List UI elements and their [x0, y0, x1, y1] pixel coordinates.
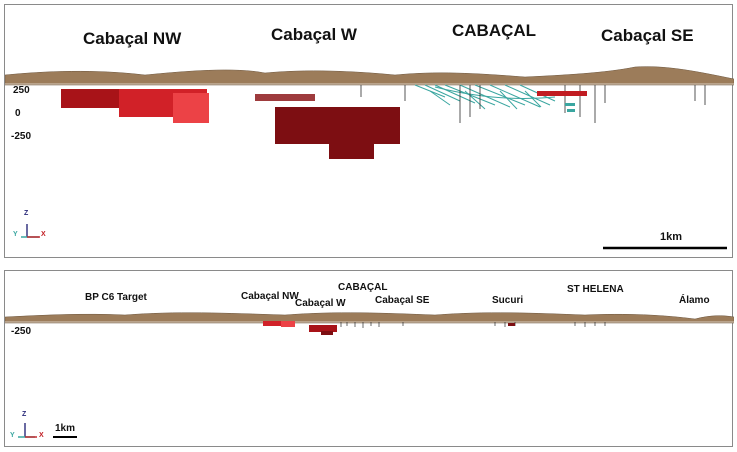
ore-body-w-bottom-lower: [321, 331, 333, 335]
ore-body-cabacal-teal-2: [567, 109, 575, 112]
axis-x-label-bottom: X: [39, 432, 44, 439]
ore-body-w-bottom: [309, 325, 337, 332]
ore-body-nw-bottom-bright: [281, 321, 295, 327]
label-st-helena: ST HELENA: [567, 284, 624, 295]
label-cabacal-nw-bottom: Cabaçal NW: [241, 291, 299, 302]
terrain-surface-long: [5, 312, 734, 324]
label-sucuri: Sucuri: [492, 295, 524, 306]
ore-body-cabacal: [537, 91, 587, 96]
label-cabacal-bottom: CABAÇAL: [338, 282, 388, 293]
elevation-tick-250: 250: [13, 85, 30, 96]
axis-triad-bottom: [18, 423, 37, 438]
elevation-tick-0: 0: [15, 108, 21, 119]
ore-body-w-lower: [329, 141, 374, 159]
ore-body-nw-dark: [61, 89, 121, 108]
axis-x-label: X: [41, 231, 46, 238]
ore-body-sucuri: [508, 323, 515, 326]
axis-z-label-bottom: Z: [22, 411, 27, 418]
label-cabacal-w-bottom: Cabaçal W: [295, 298, 346, 309]
terrain-surface: [5, 66, 734, 86]
ore-body-w-large: [275, 107, 400, 144]
label-bp-c6-target: BP C6 Target: [85, 292, 147, 303]
axis-y-label-bottom: Y: [10, 432, 15, 439]
ore-body-cabacal-teal: [565, 103, 575, 106]
drillholes-vertical: [360, 85, 706, 123]
axis-triad: [21, 224, 40, 238]
scale-bar-label-bottom: 1km: [55, 423, 76, 434]
label-alamo: Álamo: [679, 295, 710, 306]
axis-y-label: Y: [13, 231, 18, 238]
elevation-tick-minus250: -250: [11, 131, 32, 142]
label-cabacal-w: Cabaçal W: [271, 25, 357, 44]
elevation-tick-minus250-bottom: -250: [11, 326, 32, 337]
scale-bar-label: 1km: [660, 231, 683, 243]
ore-body-nw-bottom: [263, 321, 293, 326]
bottom-section-view: BP C6 Target Cabaçal NW CABAÇAL Cabaçal …: [4, 270, 734, 447]
label-cabacal-se-bottom: Cabaçal SE: [375, 295, 430, 306]
label-cabacal: CABAÇAL: [452, 21, 537, 40]
label-cabacal-nw: Cabaçal NW: [83, 29, 182, 48]
drillholes-bottom: [340, 322, 606, 328]
label-cabacal-se: Cabaçal SE: [601, 26, 694, 45]
top-section-view: Cabaçal NW Cabaçal W CABAÇAL Cabaçal SE …: [4, 4, 734, 258]
bottom-section-graphic: [5, 312, 734, 438]
ore-body-nw-bright: [173, 93, 209, 123]
ore-body-w-small: [255, 94, 315, 101]
axis-z-label: Z: [24, 210, 29, 217]
top-section-graphic: [5, 66, 734, 250]
drillholes-cabacal: [414, 84, 556, 110]
